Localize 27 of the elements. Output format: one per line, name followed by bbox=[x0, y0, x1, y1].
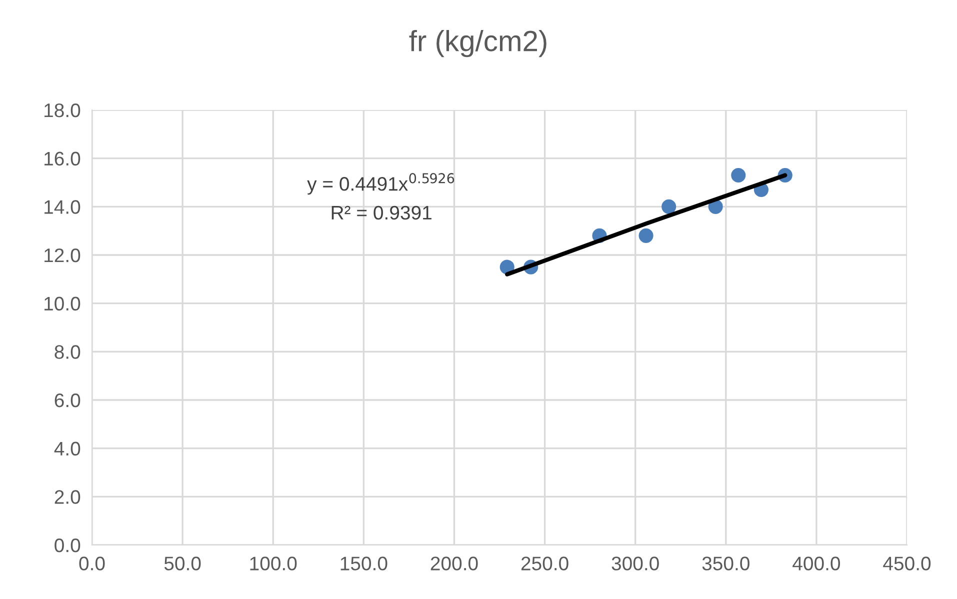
y-tick-label: 0.0 bbox=[54, 538, 80, 552]
y-tick-label: 16.0 bbox=[44, 152, 80, 166]
point bbox=[638, 228, 654, 243]
chart-title: fr (kg/cm2) bbox=[409, 30, 546, 58]
x-tick-label: 300.0 bbox=[612, 556, 659, 570]
x-tick-label: 0.0 bbox=[79, 556, 105, 570]
x-tick-label: 50.0 bbox=[164, 556, 201, 570]
x-tick-label: 100.0 bbox=[250, 556, 297, 570]
y-tick-label: 10.0 bbox=[44, 296, 80, 311]
x-tick-label: 450.0 bbox=[883, 556, 931, 570]
annotation: y = 0.4491x$^{0.5926}$ bbox=[307, 173, 454, 195]
x-tick-label: 150.0 bbox=[340, 556, 388, 570]
y-tick-label: 14.0 bbox=[44, 200, 80, 214]
x-tick-label: 400.0 bbox=[792, 556, 840, 570]
x-tick-label: 350.0 bbox=[702, 556, 750, 570]
y-tick-label: 6.0 bbox=[54, 393, 80, 408]
y-tick-label: 8.0 bbox=[54, 345, 80, 359]
x-tick-label: 200.0 bbox=[430, 556, 478, 570]
point bbox=[662, 199, 676, 214]
y-tick-label: 2.0 bbox=[54, 490, 80, 504]
annotation: R² = 0.9391 bbox=[332, 206, 432, 220]
y-tick-label: 4.0 bbox=[54, 442, 80, 456]
y-tick-label: 12.0 bbox=[44, 248, 80, 262]
point bbox=[500, 260, 514, 274]
point bbox=[731, 168, 746, 183]
x-tick-label: 250.0 bbox=[521, 556, 568, 570]
y-tick-label: 18.0 bbox=[44, 103, 80, 118]
